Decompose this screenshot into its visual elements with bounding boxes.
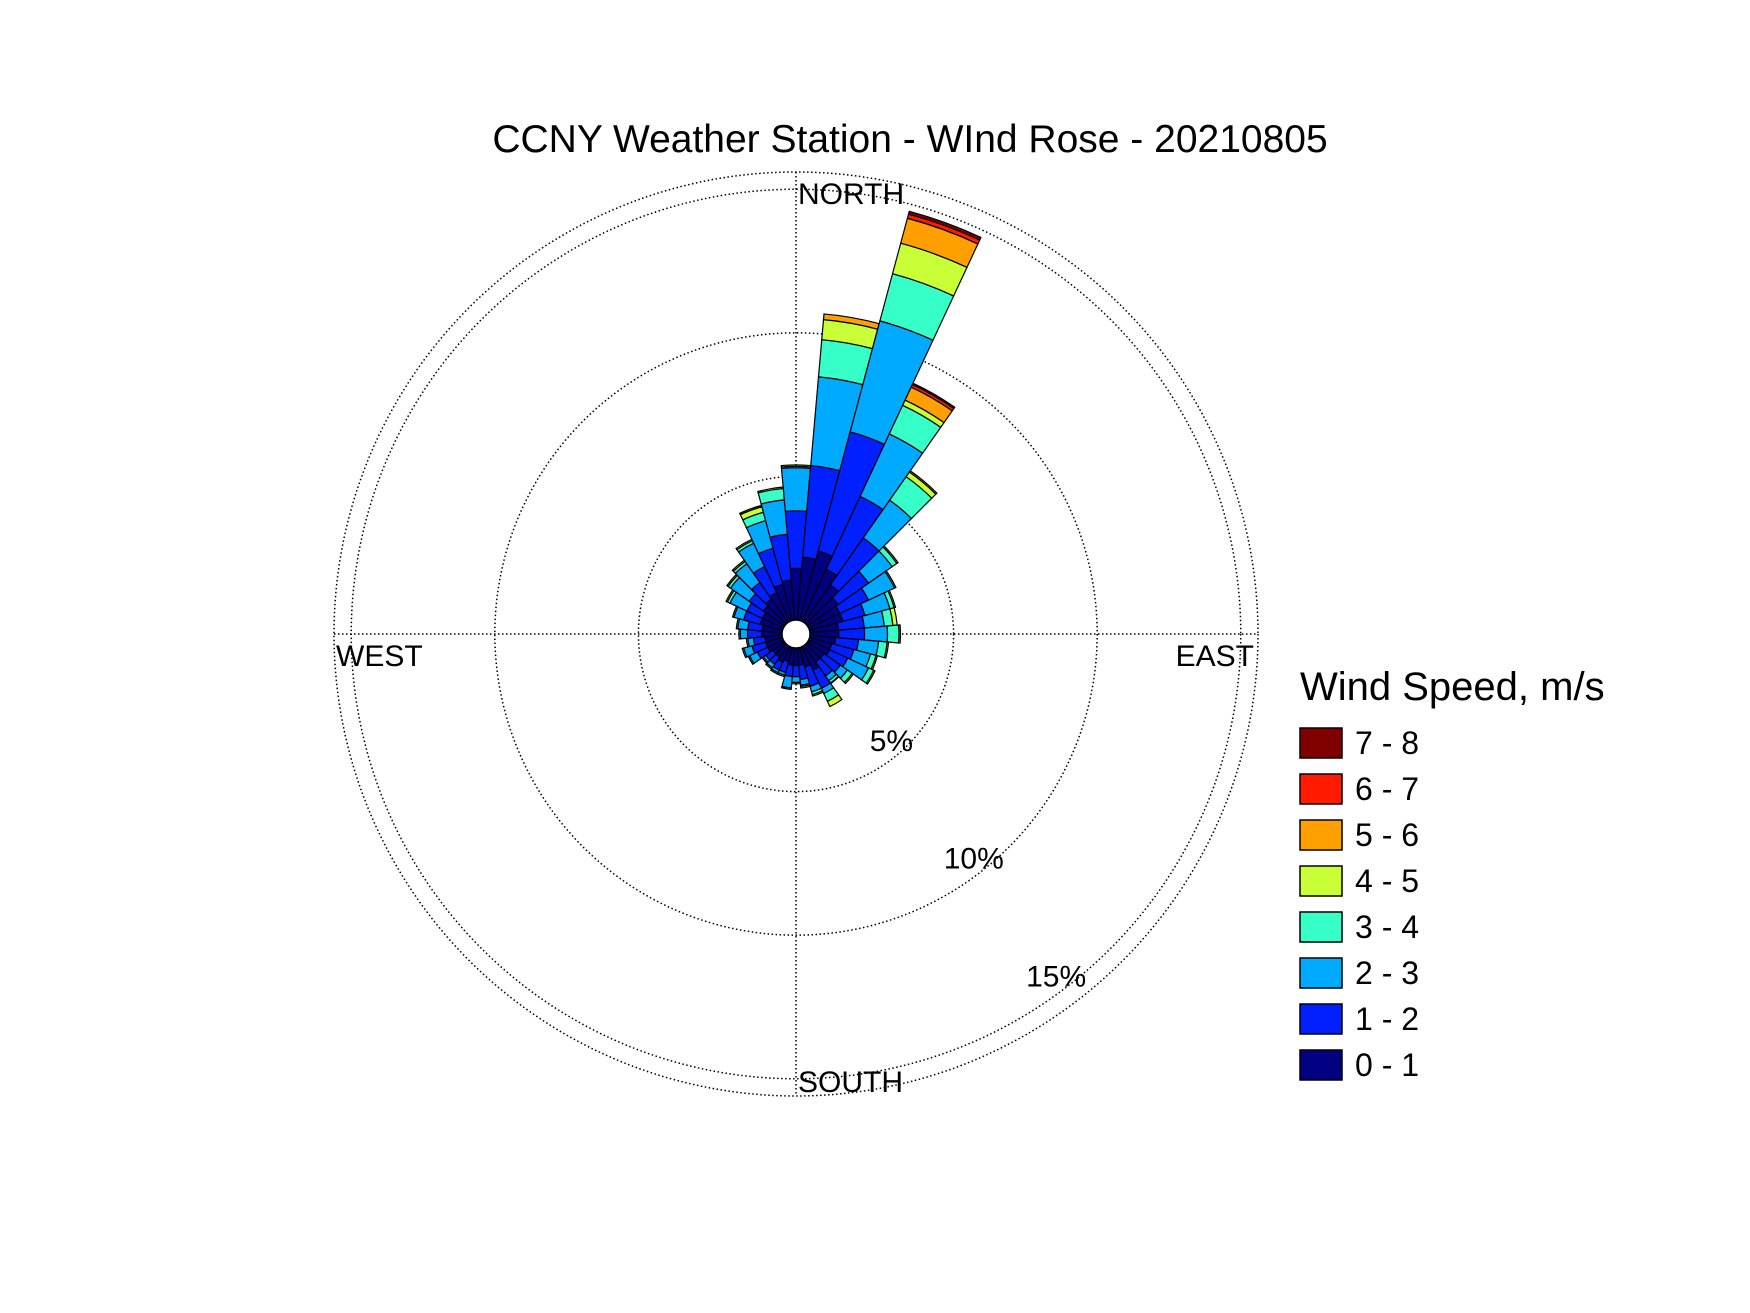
legend-swatch-6-7: [1299, 773, 1343, 805]
legend-label-4-5: 4 - 5: [1355, 863, 1419, 899]
legend-swatch-0-1: [1299, 1049, 1343, 1081]
sector-120-bin-4-5: [865, 669, 876, 685]
sector-0-bin-4-5: [780, 464, 812, 468]
direction-label-west: WEST: [336, 640, 423, 673]
radial-tick-label-5: 5%: [870, 725, 913, 758]
sector-90-bin-3-4: [886, 624, 900, 644]
sector-90-bin-4-5: [897, 624, 902, 644]
grid-ring-10: [494, 332, 1098, 936]
sector-180-bin-2-3: [791, 675, 801, 684]
sector-350-bin-4-5: [757, 486, 784, 494]
sector-150-bin-4-5: [826, 694, 843, 708]
sector-160-bin-4-5: [811, 690, 824, 697]
sector-60-bin-3-4: [884, 569, 897, 589]
sector-270-bin-3-4: [738, 628, 742, 640]
legend-swatch-5-6: [1299, 819, 1343, 851]
legend-swatch-1-2: [1299, 1003, 1343, 1035]
legend: Wind Speed, m/s 7 - 8 6 - 7 5 - 6 4 - 5 3 - …: [1299, 665, 1605, 1083]
sector-130-bin-4-5: [843, 672, 855, 685]
sector-40-bin-5-6: [908, 469, 938, 495]
legend-label-3-4: 3 - 4: [1355, 909, 1419, 945]
chart-title: CCNY Weather Station - WInd Rose - 20210…: [492, 118, 1327, 161]
grid-ring-5: [637, 475, 955, 793]
direction-label-south: SOUTH: [798, 1066, 903, 1099]
sector-0-bin-2-3: [780, 467, 812, 512]
sector-180-bin-3-4: [790, 681, 802, 685]
sector-250-bin-3-4: [741, 647, 748, 659]
sector-50-bin-4-5: [882, 545, 899, 565]
sector-270-bin-2-3: [739, 628, 749, 640]
polar-grid: [333, 171, 1259, 1097]
sector-90-bin-2-3: [863, 625, 889, 643]
sector-190-bin-2-3: [781, 674, 793, 689]
radial-tick-label-10: 10%: [944, 843, 1004, 876]
sector-20-bin-7-8: [907, 210, 982, 241]
sector-220-bin-3-4: [764, 662, 774, 670]
sector-190-bin-3-4: [780, 685, 792, 691]
legend-items: 7 - 8 6 - 7 5 - 6 4 - 5 3 - 4 2 - 3 1 - 2 0 - 1: [1299, 725, 1419, 1083]
legend-title: Wind Speed, m/s: [1300, 665, 1605, 709]
center-hole: [781, 619, 811, 649]
legend-label-5-6: 5 - 6: [1355, 817, 1419, 853]
sector-170-bin-4-5: [799, 684, 811, 689]
legend-swatch-7-8: [1299, 727, 1343, 759]
radial-tick-label-15: 15%: [1026, 960, 1086, 993]
legend-label-2-3: 2 - 3: [1355, 955, 1419, 991]
legend-label-6-7: 6 - 7: [1355, 771, 1419, 807]
legend-label-7-8: 7 - 8: [1355, 725, 1419, 761]
sector-70-bin-4-5: [887, 589, 897, 609]
legend-label-0-1: 0 - 1: [1355, 1047, 1419, 1083]
wind-sectors: [725, 210, 982, 708]
direction-label-north: NORTH: [798, 178, 904, 211]
sector-30-bin-7-8: [911, 382, 956, 410]
legend-swatch-4-5: [1299, 865, 1343, 897]
sector-100-bin-4-5: [883, 641, 890, 659]
legend-swatch-3-4: [1299, 911, 1343, 943]
sector-210-bin-3-4: [769, 668, 779, 675]
direction-label-east: EAST: [1176, 640, 1254, 673]
legend-label-1-2: 1 - 2: [1355, 1001, 1419, 1037]
legend-swatch-2-3: [1299, 957, 1343, 989]
